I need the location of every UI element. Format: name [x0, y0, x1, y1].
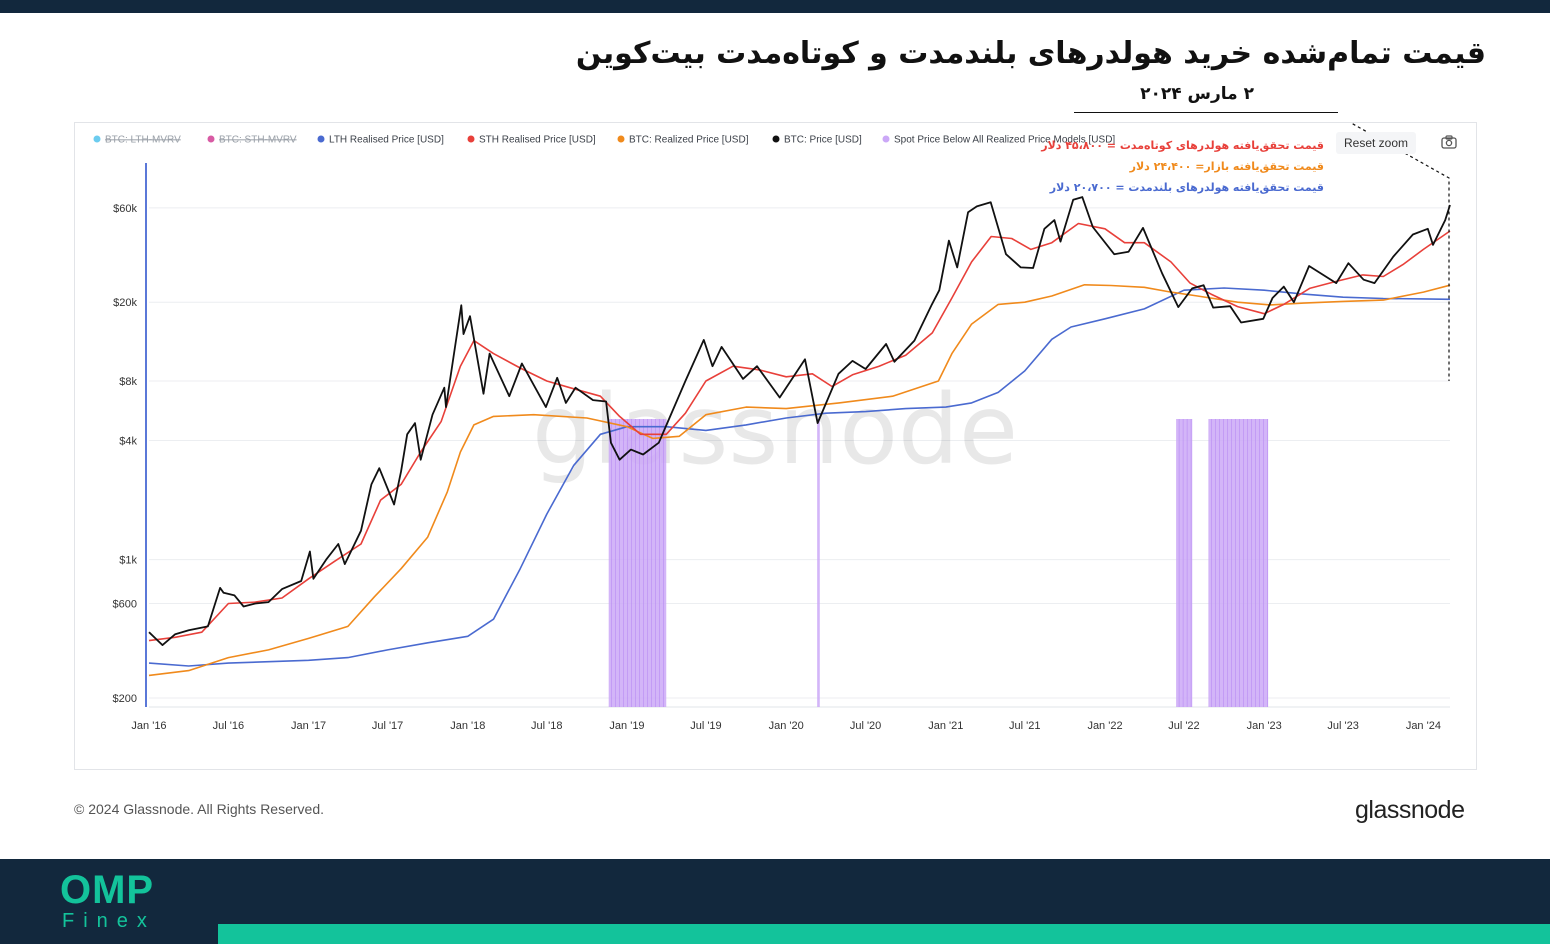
y-tick-label: $1k: [119, 555, 137, 567]
legend-marker: [772, 135, 780, 143]
x-tick-label: Jul '23: [1327, 720, 1358, 732]
legend-label: BTC: Price [USD]: [784, 135, 862, 146]
legend-entry: BTC: LTH-MVRV: [93, 135, 181, 146]
series-line: [148, 196, 1451, 646]
x-tick-label: Jan '21: [928, 720, 963, 732]
legend-label: STH Realised Price [USD]: [479, 135, 596, 146]
callout-line: [1349, 123, 1450, 381]
legend-label: BTC: STH-MVRV: [219, 135, 297, 146]
x-tick-label: Jan '17: [291, 720, 326, 732]
y-tick-label: $20k: [113, 297, 137, 309]
omp-logo: OMP: [60, 868, 155, 912]
x-tick-label: Jul '22: [1168, 720, 1199, 732]
chart-panel: $200 $600 $1k $4k $8k $20k $60k Jan '16 Jul '16 J…: [74, 122, 1477, 770]
finex-logo: Finex: [62, 910, 156, 932]
legend-marker: [617, 135, 625, 143]
x-tick-label: Jan '23: [1247, 720, 1282, 732]
legend-entry: BTC: Realized Price [USD]: [617, 135, 749, 146]
x-tick-label: Jul '17: [372, 720, 403, 732]
x-tick-label: Jul '19: [690, 720, 721, 732]
x-tick-label: Jan '16: [131, 720, 166, 732]
x-tick-label: Jul '18: [531, 720, 562, 732]
y-tick-label: $600: [113, 599, 137, 611]
x-tick-label: Jan '18: [450, 720, 485, 732]
y-tick-label: $200: [113, 693, 137, 705]
x-tick-label: Jan '24: [1406, 720, 1441, 732]
legend-entry: LTH Realised Price [USD]: [317, 135, 444, 146]
series-line: [148, 222, 1451, 642]
legend-entry: BTC: Price [USD]: [772, 135, 862, 146]
legend-marker: [882, 135, 890, 143]
annotation-lth: قیمت تحقق‌یافته هولدرهای بلندمدت = ۲۰،۷۰…: [1049, 181, 1324, 194]
x-tick-label: Jul '20: [850, 720, 881, 732]
x-tick-label: Jan '22: [1087, 720, 1122, 732]
x-tick-label: Jul '21: [1009, 720, 1040, 732]
page-title: قیمت تمام‌شده خرید هولدرهای بلندمدت و کو…: [575, 36, 1486, 71]
date-subtitle: ۲ مارس ۲۰۲۴: [1140, 84, 1254, 104]
x-tick-label: Jul '16: [213, 720, 244, 732]
footer-accent-bar: [218, 924, 1550, 944]
subtitle-underline: [1074, 112, 1338, 113]
shaded-range: [817, 419, 820, 707]
reset-zoom-button[interactable]: Reset zoom: [1336, 132, 1416, 154]
legend-entry: STH Realised Price [USD]: [467, 135, 596, 146]
legend-entry: BTC: STH-MVRV: [207, 135, 297, 146]
legend-marker: [317, 135, 325, 143]
shaded-range: [608, 419, 667, 707]
series-line: [148, 284, 1451, 677]
legend-label: Spot Price Below All Realized Price Mode…: [894, 135, 1115, 146]
legend-marker: [207, 135, 215, 143]
y-tick-label: $60k: [113, 203, 137, 215]
x-tick-label: Jan '19: [609, 720, 644, 732]
legend-entry: Spot Price Below All Realized Price Mode…: [882, 135, 1115, 146]
annotation-realized: قیمت تحقق‌یافته بازار= ۲۴،۴۰۰ دلار: [1129, 160, 1324, 173]
legend-label: BTC: Realized Price [USD]: [629, 135, 749, 146]
legend-marker: [467, 135, 475, 143]
top-bar: [0, 0, 1550, 13]
x-tick-label: Jan '20: [769, 720, 804, 732]
camera-icon[interactable]: [1441, 134, 1457, 149]
shaded-range: [1208, 419, 1269, 707]
copyright-text: © 2024 Glassnode. All Rights Reserved.: [74, 801, 325, 817]
y-tick-label: $4k: [119, 436, 137, 448]
legend-marker: [93, 135, 101, 143]
legend-label: LTH Realised Price [USD]: [329, 135, 444, 146]
legend-label: BTC: LTH-MVRV: [105, 135, 181, 146]
y-tick-label: $8k: [119, 376, 137, 388]
series-line: [148, 287, 1451, 667]
annotation-sth: قیمت تحقق‌یافته هولدرهای کوتاه‌مدت = ۴۵،…: [1041, 139, 1324, 152]
chart-svg: $200 $600 $1k $4k $8k $20k $60k Jan '16 Jul '16 J…: [93, 123, 1451, 732]
shaded-range: [1176, 419, 1193, 707]
glassnode-logo: glassnode: [1355, 796, 1465, 824]
